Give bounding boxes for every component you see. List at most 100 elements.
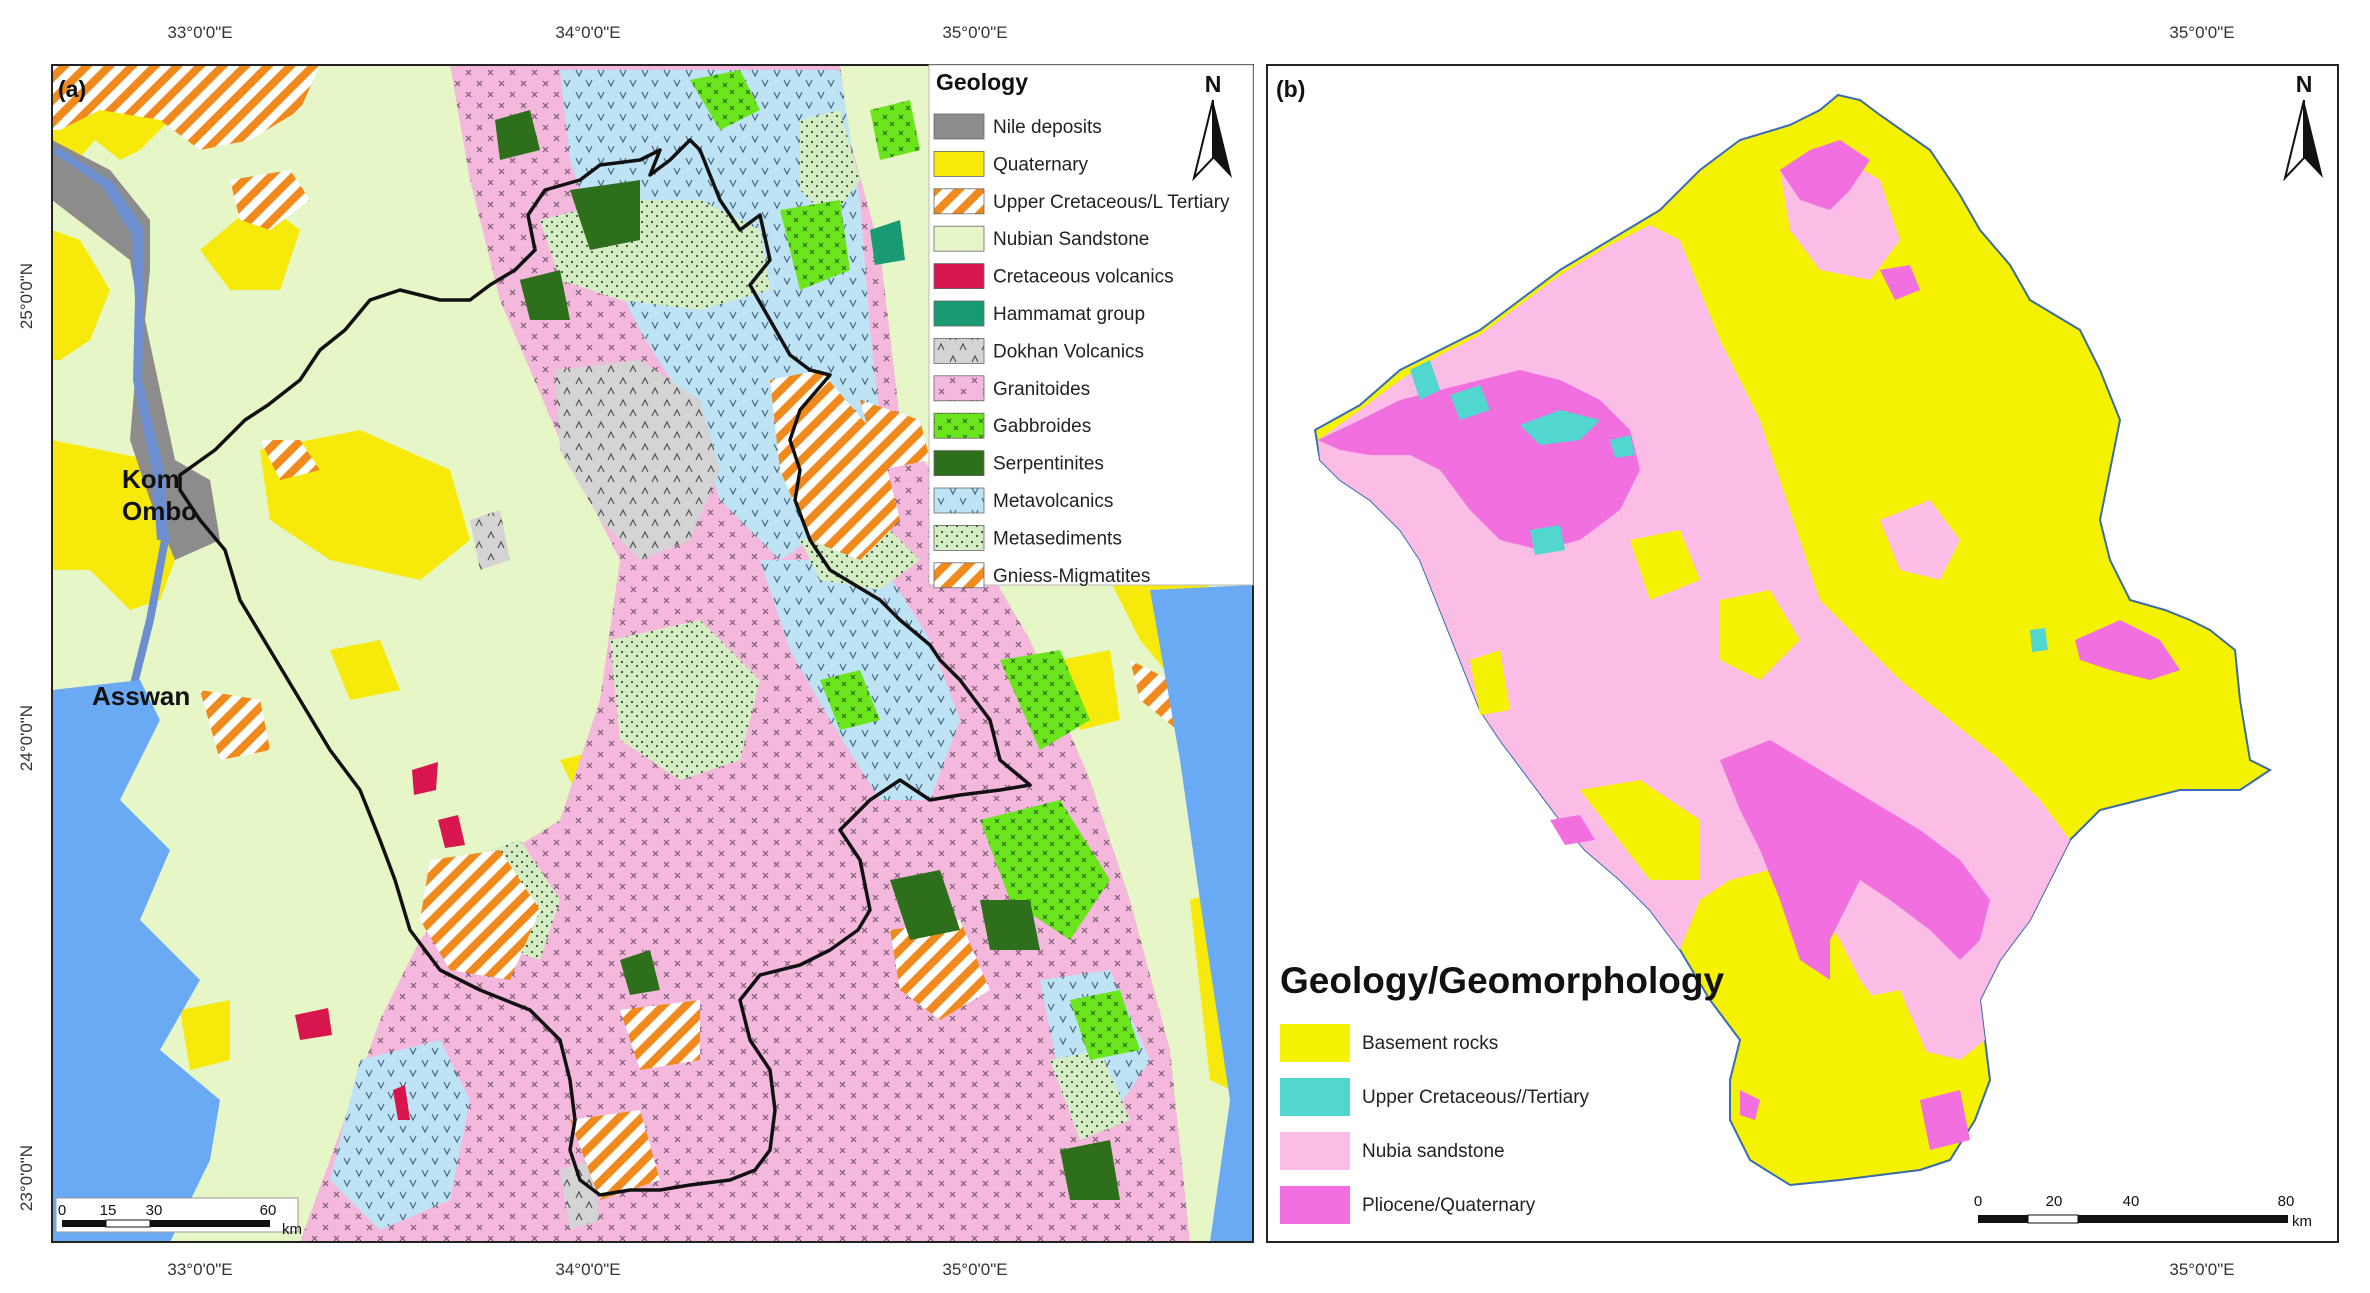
legend-label: Gabbroides — [993, 416, 1091, 437]
legend-swatch — [933, 412, 985, 439]
panel-b-label: (b) — [1276, 76, 1305, 102]
legend-swatch — [933, 188, 985, 215]
bottom-tick-label: 35°0'0"E — [942, 1260, 1007, 1279]
legend-swatch — [1280, 1132, 1350, 1170]
legend-label: Dokhan Volcanics — [993, 341, 1144, 362]
gabbroides-area — [1070, 990, 1140, 1060]
cretaceous-volcanics-area — [438, 815, 465, 848]
scale-label: 40 — [2123, 1193, 2140, 1210]
north-arrow-icon: N — [1192, 71, 1232, 182]
basement-rocks-area — [1720, 590, 1800, 680]
legend-swatch — [933, 525, 985, 551]
gabbroides-area — [820, 670, 880, 730]
serpentinites-area — [620, 950, 660, 995]
bottom-tick-label: 34°0'0"E — [555, 1260, 620, 1279]
legend-swatch — [933, 300, 985, 327]
legend-label: Quaternary — [993, 154, 1089, 175]
top-tick-label: 35°0'0"E — [942, 23, 1007, 42]
quaternary-area — [180, 1000, 230, 1070]
top-tick-label: 35°0'0"E — [2169, 23, 2234, 42]
legend-title: Geology — [936, 69, 1028, 95]
svg-text:N: N — [2296, 71, 2313, 97]
scale-label: 30 — [146, 1202, 163, 1219]
pliocene-quaternary-area — [2075, 620, 2180, 680]
legend-label: Nubian Sandstone — [993, 229, 1149, 250]
legend-label: Nubia sandstone — [1362, 1141, 1505, 1162]
legend-swatch — [1280, 1186, 1350, 1224]
pliocene-quaternary-area — [1880, 265, 1920, 300]
upper-cretaceous-tertiary-area — [2030, 628, 2048, 652]
scale-label: 60 — [260, 1202, 277, 1219]
panel-a: 33°0'0"E 34°0'0"E 35°0'0"E 33°0'0"E 34°0… — [17, 23, 1254, 1279]
svg-text:N: N — [1205, 71, 1222, 97]
scale-label: 0 — [1974, 1193, 1982, 1210]
lake-area — [52, 680, 220, 1242]
scale-label: 20 — [2046, 1193, 2063, 1210]
legend-swatch — [933, 225, 985, 252]
legend-label: Gniess-Migmatites — [993, 566, 1150, 587]
gabbroides-area — [870, 100, 920, 160]
gneiss-area — [860, 400, 930, 470]
legend-label: Upper Cretaceous//Tertiary — [1362, 1087, 1590, 1108]
gneiss-area — [420, 850, 540, 980]
upper-cretaceous-tertiary-area — [1610, 435, 1635, 458]
gneiss-area — [770, 370, 900, 560]
upper-cretaceous-tertiary-area — [1520, 410, 1600, 445]
nubia-sandstone-area — [1880, 500, 1960, 580]
nile-river — [53, 147, 163, 541]
legend-swatch — [933, 487, 985, 514]
top-tick-label: 34°0'0"E — [555, 23, 620, 42]
basement-rocks-area — [1470, 650, 1510, 715]
metasediments-area — [1050, 1050, 1130, 1140]
north-arrow-icon: N — [2283, 71, 2323, 182]
scale-label: 80 — [2278, 1193, 2295, 1210]
nile-river — [52, 146, 170, 761]
cretaceous-volcanics-area — [393, 1085, 410, 1120]
legend-label: Metasediments — [993, 528, 1122, 549]
upper-cretaceous-tertiary-area — [1410, 360, 1440, 400]
left-tick-label: 24°0'0"N — [17, 705, 36, 771]
gneiss-area — [570, 1110, 660, 1200]
geology-legend: Geology Nile deposits Quaternary Upper Cre… — [928, 64, 1254, 589]
legend-label: Cretaceous volcanics — [993, 267, 1174, 288]
upper-cretaceous-area — [52, 65, 320, 150]
serpentinites-area — [570, 180, 640, 250]
scale-bar: 0 20 40 80 km — [1974, 1193, 2312, 1230]
bottom-tick-label: 35°0'0"E — [2169, 1260, 2234, 1279]
gneiss-area — [200, 690, 270, 760]
scale-label: 0 — [58, 1202, 66, 1219]
top-tick-label: 33°0'0"E — [167, 23, 232, 42]
serpentinites-area — [890, 870, 960, 940]
metasediments-area — [800, 110, 860, 220]
basement-rocks-area — [1630, 530, 1700, 600]
pliocene-quaternary-area — [1920, 1090, 1970, 1150]
pliocene-quaternary-area — [1720, 740, 1990, 980]
basement-rocks-area — [1850, 990, 1930, 1080]
gabbroides-area — [980, 800, 1110, 940]
upper-cretaceous-area — [260, 440, 320, 480]
place-ombo: Ombo — [122, 496, 197, 526]
pliocene-quaternary-area — [1550, 815, 1595, 845]
gabbroides-area — [690, 70, 760, 130]
legend-swatch — [933, 150, 985, 177]
geology-geomorphology-legend: Basement rocks Upper Cretaceous//Tertiary… — [1280, 1024, 1590, 1224]
legend-swatch — [1280, 1078, 1350, 1116]
legend-label: Granitoides — [993, 379, 1090, 400]
gneiss-area — [890, 920, 990, 1020]
legend-label: Metavolcanics — [993, 491, 1113, 512]
legend-label: Serpentinites — [993, 454, 1104, 475]
cretaceous-volcanics-area — [295, 1008, 332, 1040]
scale-unit: km — [2292, 1213, 2312, 1230]
left-tick-label: 23°0'0"N — [17, 1145, 36, 1211]
serpentinites-area — [980, 900, 1040, 950]
quaternary-area — [330, 640, 400, 700]
basin-boundary — [178, 138, 1032, 1197]
bottom-tick-label: 33°0'0"E — [167, 1260, 232, 1279]
red-sea-area — [1150, 585, 1253, 1242]
panel-a-frame — [51, 64, 1254, 1243]
legend-label: Nile deposits — [993, 117, 1102, 138]
panel-b: 35°0'0"E 35°0'0"E (b) Geology/Geomorphol… — [1266, 23, 2339, 1279]
hammamat-area — [870, 220, 905, 265]
pliocene-quaternary-area — [1740, 1090, 1760, 1120]
